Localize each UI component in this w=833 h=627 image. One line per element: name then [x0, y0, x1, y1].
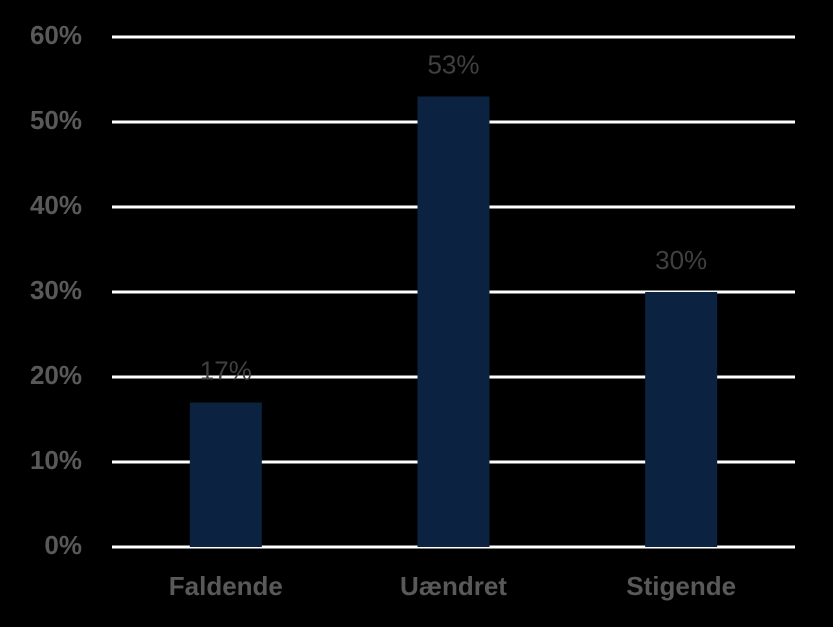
value-label: 17%	[200, 355, 252, 385]
y-tick-label: 20%	[30, 360, 82, 390]
y-tick-label: 50%	[30, 105, 82, 135]
bar	[189, 402, 262, 547]
y-tick-label: 0%	[44, 530, 82, 560]
y-tick-label: 60%	[30, 20, 82, 50]
y-tick-label: 10%	[30, 445, 82, 475]
x-tick-label: Stigende	[626, 571, 736, 601]
x-tick-label: Faldende	[169, 571, 283, 601]
bar	[417, 96, 490, 547]
value-label: 30%	[655, 245, 707, 275]
bar	[645, 292, 718, 547]
value-label: 53%	[427, 49, 479, 79]
y-tick-label: 30%	[30, 275, 82, 305]
y-tick-label: 40%	[30, 190, 82, 220]
x-tick-label: Uændret	[400, 571, 507, 601]
